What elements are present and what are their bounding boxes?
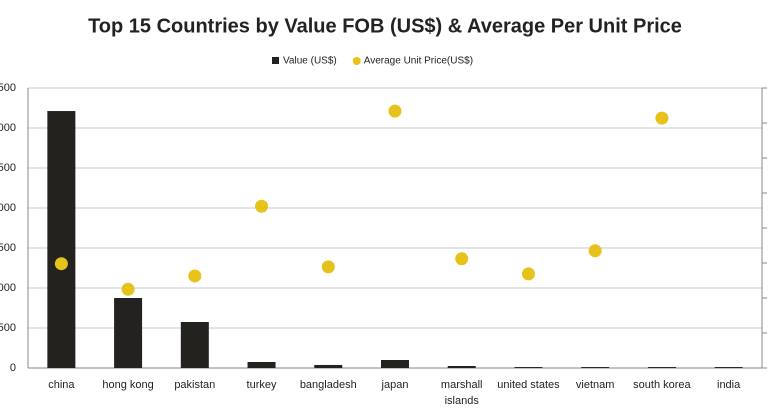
x-tick-label: china xyxy=(48,379,75,391)
dot xyxy=(321,260,335,274)
bar xyxy=(47,111,76,368)
bar xyxy=(514,367,543,368)
y-tick-label: 0 xyxy=(10,362,16,374)
legend-swatch xyxy=(352,57,361,65)
y-tick-label: 3500 xyxy=(0,82,16,94)
bar xyxy=(180,322,209,368)
x-tick-label: india xyxy=(717,379,741,391)
bar xyxy=(381,360,409,368)
y-tick-label: 500 xyxy=(0,322,16,334)
dot xyxy=(655,111,669,125)
y-tick-label: 3000 xyxy=(0,122,16,134)
bar xyxy=(314,364,343,368)
y-tick-label: 2500 xyxy=(0,162,16,174)
y-tick-label: 1000 xyxy=(0,282,16,294)
bar xyxy=(714,367,743,368)
x-tick-label: vietnam xyxy=(575,379,615,391)
x-tick-label: pakistan xyxy=(174,379,216,391)
bar xyxy=(247,362,276,368)
legend-label: Value (US$) xyxy=(283,56,337,67)
x-tick-label: marshall islands xyxy=(440,379,483,407)
x-tick-label: united states xyxy=(497,379,560,391)
y-tick-label: 2000 xyxy=(0,202,16,214)
dot xyxy=(388,104,402,118)
y-tick-label: 1500 xyxy=(0,242,16,254)
legend-swatch xyxy=(272,57,279,64)
dot xyxy=(188,269,202,283)
dot xyxy=(54,257,68,271)
bar xyxy=(114,298,143,368)
bar xyxy=(647,367,676,368)
x-tick-label: hong kong xyxy=(102,379,154,391)
chart-title: Top 15 Countries by Value FOB (US$) & Av… xyxy=(88,15,682,37)
bar xyxy=(447,366,476,368)
dot xyxy=(588,244,602,258)
dot xyxy=(455,252,469,266)
dot xyxy=(121,282,135,296)
x-tick-label: turkey xyxy=(246,379,277,391)
dot xyxy=(255,199,269,213)
legend-label: Average Unit Price(US$) xyxy=(364,56,473,67)
x-tick-label: bangladesh xyxy=(299,379,357,391)
dot xyxy=(521,267,535,281)
x-tick-label: japan xyxy=(381,379,409,391)
x-tick-label: south korea xyxy=(633,379,691,391)
bar xyxy=(581,367,610,368)
